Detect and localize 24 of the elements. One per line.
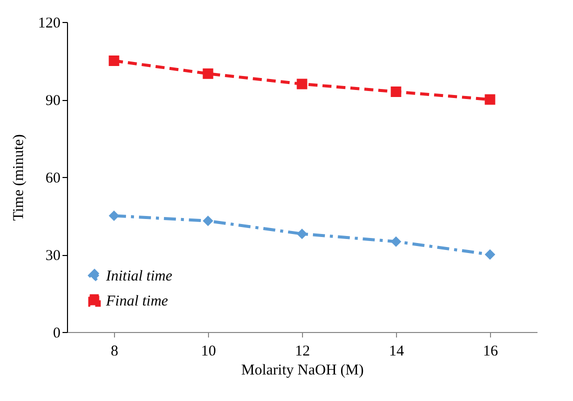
point bbox=[296, 228, 308, 240]
x-tick-label: 16 bbox=[483, 344, 498, 360]
point bbox=[484, 249, 496, 260]
point bbox=[390, 236, 402, 247]
x-tick-label: 8 bbox=[110, 344, 118, 360]
y-axis-title: Time (minute) bbox=[11, 134, 27, 221]
y-tick-label: 60 bbox=[46, 170, 60, 186]
point bbox=[108, 210, 120, 221]
x-tick-label: 12 bbox=[295, 344, 310, 360]
x-axis-title: Molarity NaOH (M) bbox=[241, 362, 364, 378]
x-tick-label: 10 bbox=[201, 344, 216, 360]
point bbox=[202, 216, 214, 226]
x-tick-label: 14 bbox=[389, 344, 404, 360]
legend-label: Initial time bbox=[105, 268, 173, 284]
y-tick-label: 120 bbox=[38, 16, 60, 32]
point bbox=[108, 56, 120, 66]
point bbox=[390, 86, 402, 97]
point bbox=[296, 78, 308, 90]
y-tick-label: 30 bbox=[46, 248, 60, 264]
y-tick-label: 0 bbox=[53, 326, 60, 342]
legend-label: Final time bbox=[105, 294, 168, 310]
point bbox=[484, 94, 496, 105]
point bbox=[202, 68, 214, 79]
y-tick-label: 90 bbox=[46, 93, 60, 109]
